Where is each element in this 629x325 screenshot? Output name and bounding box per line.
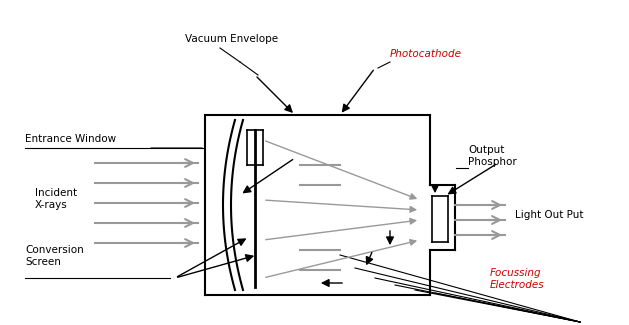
Text: Vacuum Envelope: Vacuum Envelope — [185, 34, 278, 44]
Text: Photocathode: Photocathode — [390, 49, 462, 59]
Text: Focussing
Electrodes: Focussing Electrodes — [490, 268, 545, 290]
Text: Light Out Put: Light Out Put — [515, 210, 584, 220]
Text: Incident
X-rays: Incident X-rays — [35, 188, 77, 210]
Text: Entrance Window: Entrance Window — [25, 134, 116, 144]
Text: Output
Phosphor: Output Phosphor — [468, 145, 517, 167]
Text: Conversion
Screen: Conversion Screen — [25, 245, 84, 267]
